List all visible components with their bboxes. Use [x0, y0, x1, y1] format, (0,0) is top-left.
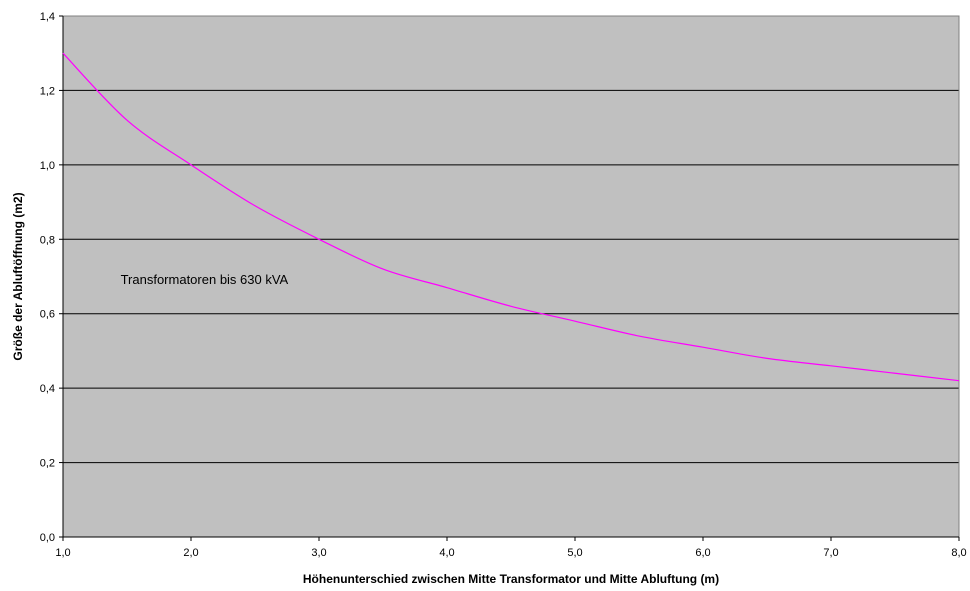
x-axis: 1,0 2,0 3,0 4,0 5,0 6,0 7,0 8,0: [55, 537, 966, 559]
x-tick-label: 1,0: [55, 547, 70, 559]
y-tick-label: 0,2: [40, 458, 55, 470]
y-tick-label: 1,0: [40, 160, 55, 172]
y-tick-label: 0,6: [40, 309, 55, 321]
x-tick-label: 8,0: [951, 547, 966, 559]
y-tick-label: 0,8: [40, 234, 55, 246]
x-tick-label: 5,0: [567, 547, 582, 559]
y-tick-label: 1,4: [40, 11, 55, 23]
y-tick-label: 1,2: [40, 85, 55, 97]
y-axis: 0,0 0,2 0,4 0,6 0,8 1,0 1,2 1,4: [40, 11, 63, 544]
x-tick-label: 4,0: [439, 547, 454, 559]
y-tick-label: 0,4: [40, 383, 55, 395]
x-tick-label: 7,0: [823, 547, 838, 559]
x-tick-label: 3,0: [311, 547, 326, 559]
x-tick-label: 2,0: [183, 547, 198, 559]
y-axis-label: Größe der Abluftöffnung (m2): [11, 192, 25, 360]
x-axis-label: Höhenunterschied zwischen Mitte Transfor…: [303, 572, 719, 586]
annotation-transformer-class: Transformatoren bis 630 kVA: [121, 272, 289, 287]
x-tick-label: 6,0: [695, 547, 710, 559]
y-tick-label: 0,0: [40, 532, 55, 544]
